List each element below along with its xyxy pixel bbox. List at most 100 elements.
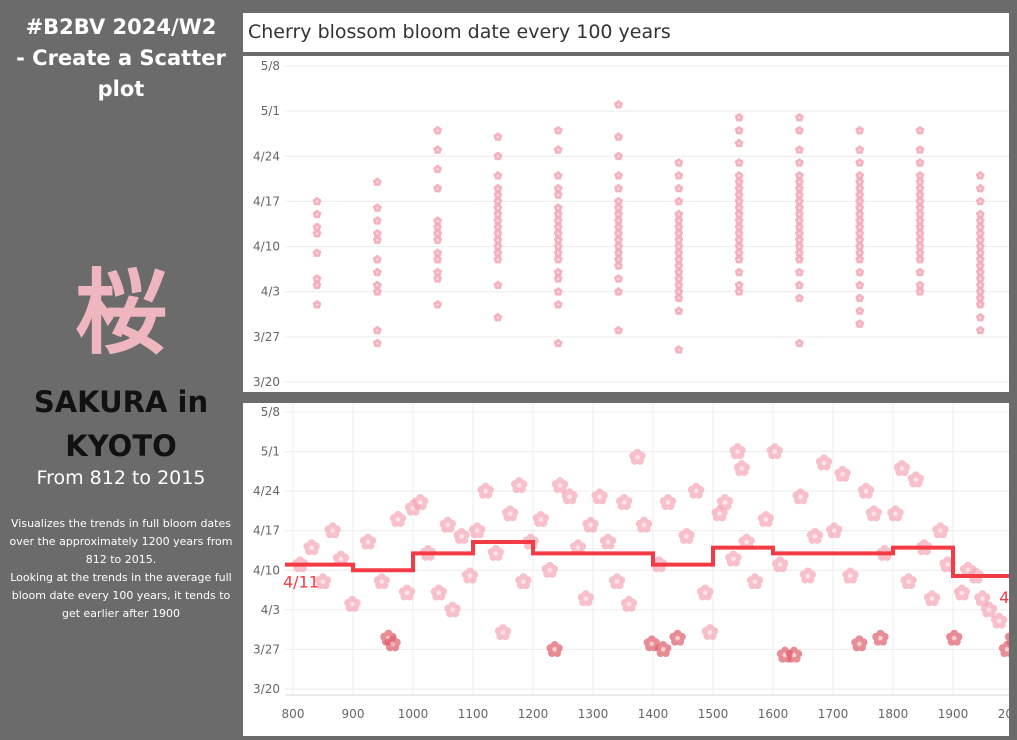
data-point <box>412 494 429 511</box>
y-tick-label: 4/24 <box>253 484 280 498</box>
data-point <box>493 216 503 225</box>
y-tick-label: 5/1 <box>261 104 280 118</box>
data-point <box>678 527 695 544</box>
data-point <box>430 584 447 601</box>
data-point <box>433 184 442 193</box>
data-point <box>915 280 925 290</box>
data-point <box>674 209 684 219</box>
data-point <box>373 235 382 245</box>
data-point <box>855 255 864 264</box>
x-tick-label: 1900 <box>938 707 969 721</box>
data-point <box>795 229 804 238</box>
data-point <box>553 216 563 225</box>
data-point <box>792 488 809 505</box>
data-point <box>734 190 744 199</box>
data-point <box>493 242 503 251</box>
data-point <box>614 184 623 193</box>
data-point <box>795 293 804 303</box>
chart1-title: Cherry blossom bloom date every 100 year… <box>248 21 671 43</box>
data-point <box>806 527 824 544</box>
data-point <box>493 255 503 264</box>
data-point <box>976 293 985 303</box>
data-point <box>976 313 985 322</box>
data-point <box>976 171 985 180</box>
data-point <box>674 222 684 232</box>
data-point <box>976 274 985 283</box>
data-point <box>855 197 864 206</box>
data-point <box>477 482 494 499</box>
data-point <box>373 216 382 225</box>
data-point <box>734 267 744 277</box>
data-point <box>976 242 985 251</box>
description: Visualizes the trends in full bloom date… <box>9 517 233 620</box>
data-point <box>795 190 804 199</box>
x-tick-label: 1200 <box>518 707 549 721</box>
data-point <box>493 197 503 206</box>
data-point <box>701 624 719 641</box>
data-point <box>976 267 985 277</box>
x-tick-label: 1800 <box>878 707 909 721</box>
data-point <box>976 300 985 309</box>
data-point <box>614 216 623 225</box>
data-point <box>915 216 925 225</box>
data-point <box>674 197 684 206</box>
data-point <box>674 229 684 238</box>
data-point <box>716 494 734 511</box>
data-point <box>915 197 925 206</box>
data-point <box>795 235 804 245</box>
data-point <box>553 126 563 135</box>
data-point <box>697 584 714 601</box>
data-point <box>734 235 744 245</box>
data-point <box>915 287 925 296</box>
data-point <box>614 222 623 232</box>
y-tick-label: 4/17 <box>253 194 280 208</box>
data-point <box>991 612 1008 629</box>
data-point <box>515 573 532 590</box>
data-point <box>772 556 789 573</box>
data-point <box>398 584 416 601</box>
data-point <box>734 113 744 122</box>
data-point <box>439 516 456 533</box>
data-point <box>766 443 783 460</box>
x-tick-label: 1300 <box>578 707 609 721</box>
data-point <box>620 595 638 612</box>
data-point <box>795 267 804 277</box>
data-point <box>433 164 442 174</box>
data-point <box>493 151 503 161</box>
data-point <box>855 184 864 193</box>
data-point <box>493 280 503 290</box>
data-point <box>795 145 804 154</box>
data-point <box>502 505 519 522</box>
data-point <box>324 522 341 539</box>
data-point <box>976 235 985 245</box>
data-point <box>461 567 479 584</box>
dashboard-title: #B2BV 2024/W2- Create a Scatter plot <box>16 15 226 101</box>
data-point <box>976 255 985 264</box>
data-point <box>373 287 382 296</box>
y-tick-label: 3/27 <box>253 330 280 344</box>
data-point <box>373 177 382 187</box>
data-point <box>553 300 563 309</box>
data-point <box>887 505 904 522</box>
y-tick-label: 5/1 <box>261 445 280 459</box>
y-tick-label: 4/10 <box>253 240 280 254</box>
data-point <box>359 533 377 550</box>
data-point <box>815 454 833 471</box>
data-point <box>314 573 332 590</box>
data-point <box>582 516 599 533</box>
data-point <box>795 171 804 180</box>
data-point <box>433 235 442 245</box>
data-point <box>795 280 804 290</box>
data-point <box>433 145 442 154</box>
data-point <box>757 511 774 527</box>
data-point <box>303 539 320 556</box>
sakura-kanji: 桜 <box>74 259 167 367</box>
data-point <box>674 235 684 245</box>
data-point <box>674 293 684 303</box>
data-point <box>734 184 744 193</box>
data-point <box>946 629 963 646</box>
data-point <box>616 494 633 511</box>
data-point <box>976 184 985 193</box>
data-point <box>373 338 382 348</box>
y-tick-label: 3/27 <box>253 642 280 656</box>
